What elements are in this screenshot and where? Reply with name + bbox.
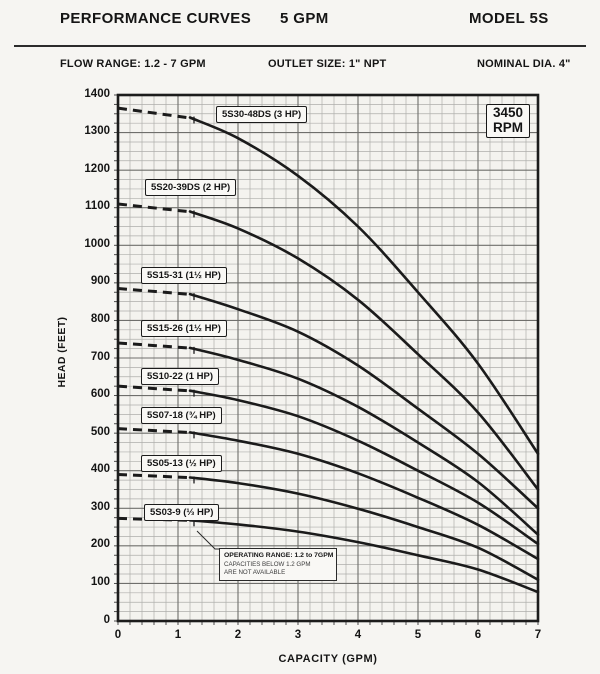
pump-curve-dashed (117, 286, 188, 296)
x-tick-label: 7 (534, 629, 542, 641)
y-tick-label: 1300 (84, 125, 110, 138)
y-tick-label: 600 (90, 388, 110, 401)
y-axis-title: HEAD (FEET) (56, 316, 68, 388)
y-tick-label: 900 (90, 275, 110, 288)
y-tick-label: 1000 (84, 237, 110, 250)
operating-range-line1: OPERATING RANGE: 1.2 to 7GPM (224, 552, 334, 559)
y-tick-label: 200 (90, 538, 110, 551)
y-tick-label: 0 (103, 613, 110, 626)
rpm-badge: 3450 RPM (486, 104, 531, 139)
curve-label: 5S30-48DS (3 HP) (216, 106, 308, 124)
x-tick-label: 1 (174, 629, 182, 641)
curve-label: 5S15-31 (1½ HP) (141, 267, 227, 285)
y-tick-label: 1100 (85, 200, 110, 213)
header-divider (14, 45, 586, 47)
curve-label: 5S15-26 (1½ HP) (141, 320, 227, 338)
curve-label: 5S20-39DS (2 HP) (145, 179, 237, 197)
pump-curve (188, 116, 540, 456)
y-tick-label: 500 (90, 425, 110, 438)
y-tick-label: 400 (90, 463, 110, 476)
x-axis-title: CAPACITY (GPM) (278, 653, 378, 665)
pump-curve-dashed (117, 202, 188, 213)
curve-label: 5S10-22 (1 HP) (141, 368, 220, 386)
pump-curve-dashed (117, 427, 188, 434)
y-tick-label: 700 (90, 350, 110, 363)
x-tick-label: 5 (414, 629, 422, 641)
curve-label: 5S07-18 (¾ HP) (141, 407, 222, 425)
pump-curve-dashed (117, 341, 188, 350)
pump-curve (188, 346, 540, 536)
pump-curve-dashed (117, 384, 188, 393)
rating-label: 5 GPM (280, 10, 329, 27)
curve-label: 5S05-13 (½ HP) (141, 455, 222, 473)
page-title: PERFORMANCE CURVES (60, 10, 252, 27)
y-tick-label: 300 (90, 500, 110, 513)
x-tick-label: 0 (114, 629, 122, 641)
x-tick-label: 4 (354, 629, 362, 641)
y-tick-label: 100 (90, 575, 110, 588)
operating-range-note: OPERATING RANGE: 1.2 to 7GPM CAPACITIES … (219, 548, 337, 581)
outlet-size-label: OUTLET SIZE: 1" NPT (268, 58, 387, 70)
y-tick-label: 800 (90, 312, 110, 325)
pump-curves (117, 106, 540, 594)
x-tick-label: 3 (294, 629, 302, 641)
pump-curve-dashed (117, 106, 188, 120)
y-tick-label: 1400 (84, 87, 110, 100)
y-tick-label: 1200 (84, 162, 110, 175)
pump-curve-dashed (117, 472, 188, 479)
pump-curve (188, 210, 540, 491)
nominal-dia-label: NOMINAL DIA. 4" (477, 58, 571, 70)
pump-curve (188, 476, 540, 581)
pump-curve (188, 431, 540, 561)
pump-curve (188, 389, 540, 546)
pump-curve (188, 292, 540, 510)
rpm-unit: RPM (493, 119, 523, 135)
curve-label: 5S03-9 (⅓ HP) (144, 504, 220, 522)
x-tick-label: 6 (474, 629, 482, 641)
flow-range-label: FLOW RANGE: 1.2 - 7 GPM (60, 58, 206, 70)
model-label: MODEL 5S (469, 10, 549, 27)
pump-curve (188, 519, 540, 594)
operating-range-line2: CAPACITIES BELOW 1.2 GPM (224, 560, 311, 568)
rpm-value: 3450 (493, 105, 524, 120)
operating-range-line3: ARE NOT AVAILABLE (224, 568, 286, 576)
plot-border (116, 93, 540, 623)
x-tick-label: 2 (234, 629, 242, 641)
